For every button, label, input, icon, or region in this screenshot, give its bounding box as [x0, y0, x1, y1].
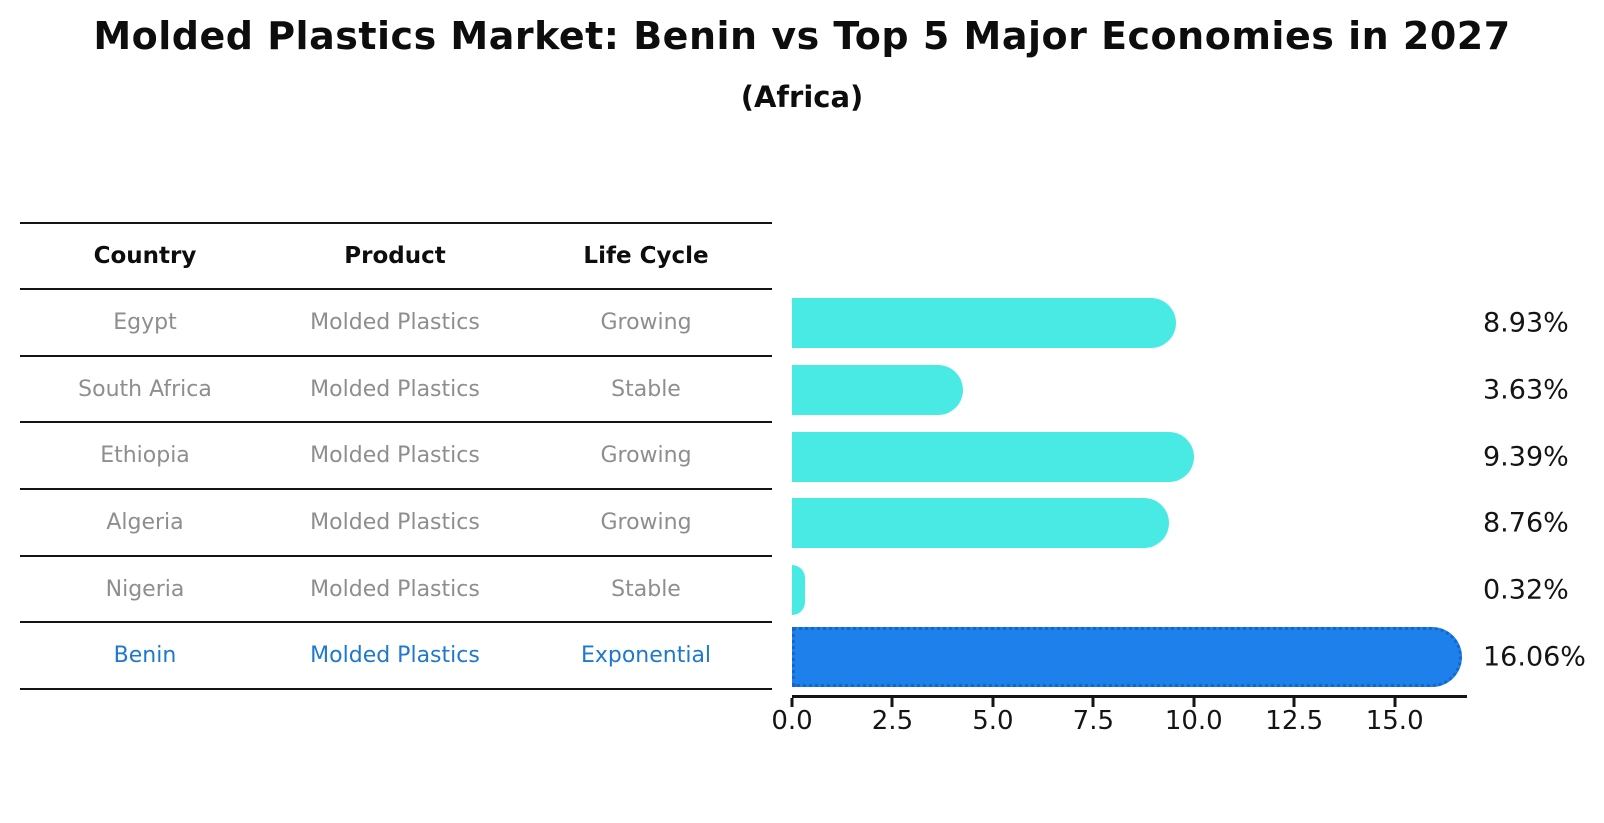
x-axis-tick-label: 15.0	[1365, 706, 1424, 736]
x-axis-tick-label: 2.5	[871, 706, 914, 736]
bar-algeria	[792, 498, 1169, 549]
bar-chart-plot-area: 0.0 2.5 5.0 7.5 10.0 12.5 15.0	[771, 290, 1467, 736]
bar-ethiopia	[792, 431, 1195, 482]
x-axis-tick-label: 12.5	[1265, 706, 1324, 736]
table-header-row: Country Product Life Cycle	[20, 222, 772, 290]
bar-value-label: 9.39%	[1483, 441, 1569, 473]
chart-title: Molded Plastics Market: Benin vs Top 5 M…	[93, 14, 1511, 58]
product-cell: Molded Plastics	[310, 643, 480, 669]
product-cell: Molded Plastics	[310, 376, 480, 402]
bar-south-africa	[792, 365, 963, 415]
country-cell: Egypt	[113, 309, 177, 335]
x-axis-tick-mark	[1091, 698, 1095, 707]
life-cycle-cell: Growing	[600, 443, 692, 469]
product-cell: Molded Plastics	[310, 443, 480, 469]
bar-nigeria	[792, 565, 805, 615]
x-axis-tick-label: 7.5	[1072, 706, 1115, 736]
x-axis-tick-mark	[1192, 698, 1196, 707]
country-table: Country Product Life Cycle Egypt Molded P…	[20, 222, 772, 691]
x-axis-tick-mark	[991, 698, 995, 707]
column-header-life-cycle: Life Cycle	[583, 243, 709, 269]
life-cycle-cell: Stable	[611, 376, 681, 402]
bar-value-label: 8.76%	[1483, 507, 1569, 539]
x-axis-tick-label: 0.0	[771, 706, 813, 736]
country-cell: South Africa	[78, 376, 212, 402]
x-axis-tick-mark	[890, 698, 894, 707]
bar-egypt	[792, 298, 1176, 349]
x-axis-tick-label: 10.0	[1164, 706, 1223, 736]
country-cell: Benin	[113, 643, 177, 669]
table-row: Egypt Molded Plastics Growing	[20, 290, 772, 357]
table-row: South Africa Molded Plastics Stable	[20, 357, 772, 424]
country-cell: Algeria	[106, 509, 184, 535]
x-axis-tick-mark	[790, 698, 794, 707]
x-axis-tick-mark	[1292, 698, 1296, 707]
life-cycle-cell: Exponential	[580, 643, 712, 669]
table-row: Benin Molded Plastics Exponential	[20, 623, 772, 691]
column-header-country: Country	[93, 243, 197, 269]
product-cell: Molded Plastics	[310, 309, 480, 335]
country-cell: Ethiopia	[100, 443, 190, 469]
country-cell: Nigeria	[105, 576, 185, 602]
bar-benin	[792, 626, 1463, 687]
bar-value-label: 3.63%	[1483, 374, 1569, 406]
column-header-product: Product	[344, 243, 446, 269]
life-cycle-cell: Growing	[600, 309, 692, 335]
table-body: Egypt Molded Plastics Growing South Africa M…	[20, 290, 772, 691]
bar-value-label: 16.06%	[1483, 641, 1586, 673]
table-row: Algeria Molded Plastics Growing	[20, 490, 772, 557]
life-cycle-cell: Growing	[600, 509, 692, 535]
life-cycle-cell: Stable	[611, 576, 681, 602]
x-axis-tick-mark	[1393, 698, 1397, 707]
chart-subtitle: (Africa)	[740, 80, 864, 114]
bar-value-label: 0.32%	[1483, 574, 1569, 606]
product-cell: Molded Plastics	[310, 509, 480, 535]
x-axis-tick-label: 5.0	[972, 706, 1014, 736]
table-row: Ethiopia Molded Plastics Growing	[20, 423, 772, 491]
bar-value-label: 8.93%	[1483, 307, 1569, 339]
product-cell: Molded Plastics	[310, 576, 480, 602]
x-axis-line	[792, 695, 1467, 698]
table-row: Nigeria Molded Plastics Stable	[20, 557, 772, 624]
